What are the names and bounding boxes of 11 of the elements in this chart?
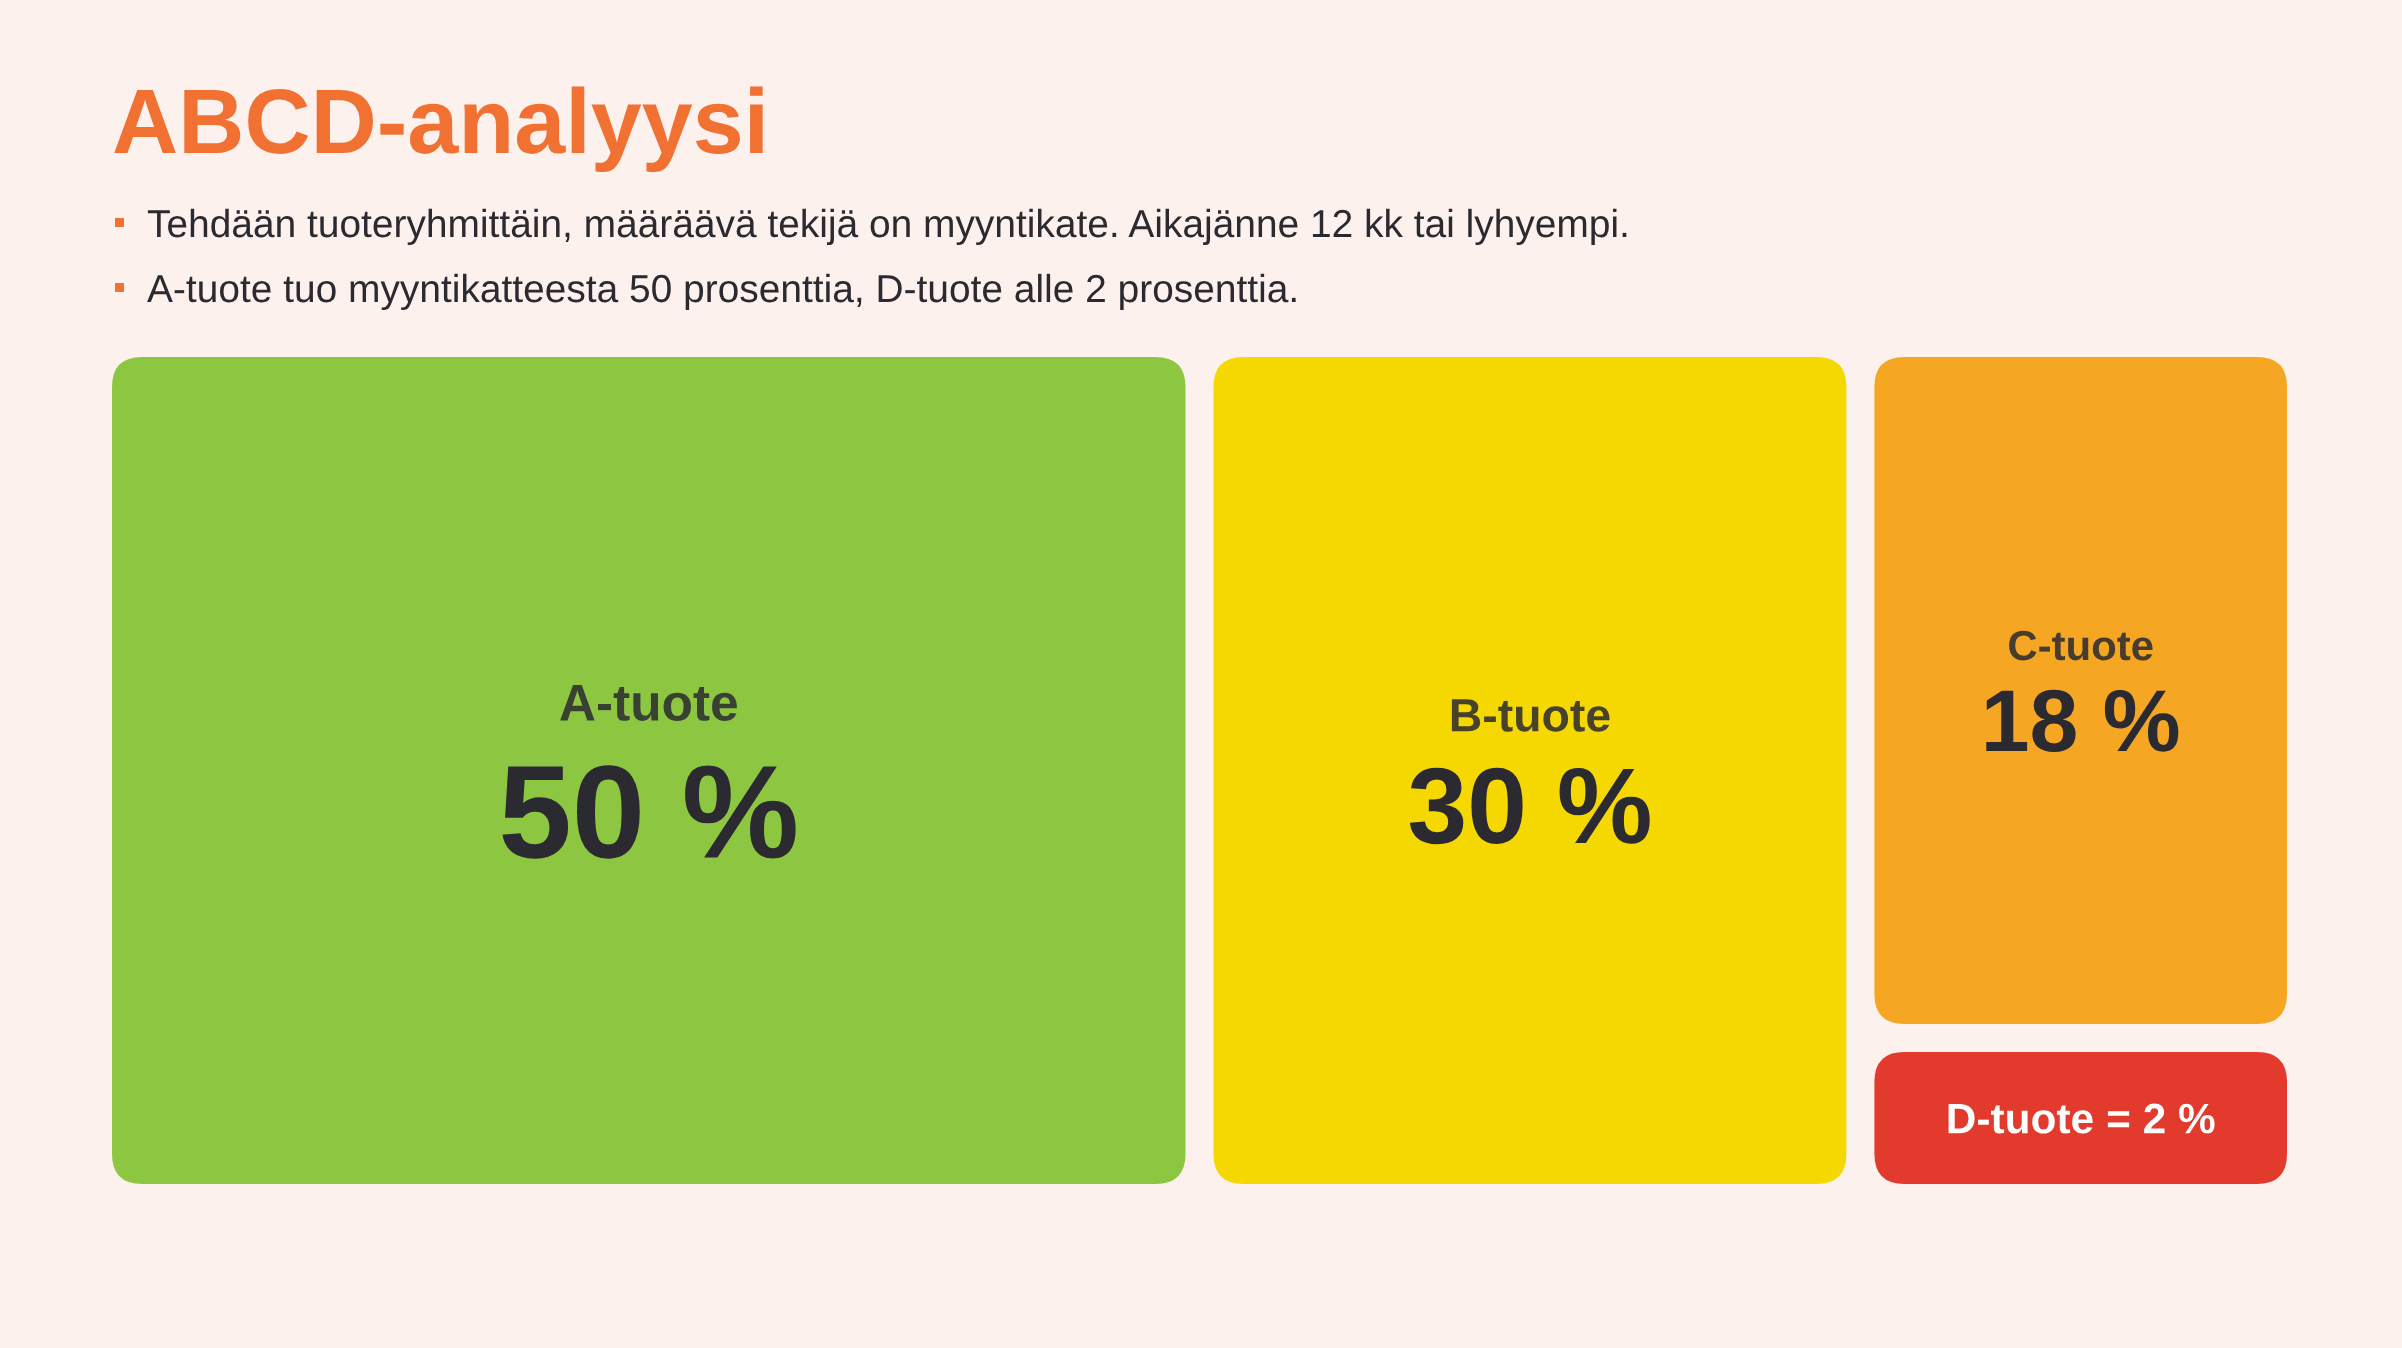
category-label: A-tuote bbox=[560, 685, 737, 721]
category-label: D-tuote bbox=[1948, 1104, 2093, 1134]
data-label: = 2 % bbox=[2107, 1103, 2215, 1134]
data-label: 18 % bbox=[1986, 689, 2179, 752]
text: ABCD-analyysi bbox=[114, 86, 763, 173]
text: A-tuote tuo myyntikatteesta 50 prosenttia, D-tuote alle 2 prosenttia. bbox=[147, 273, 1296, 311]
text: Tehdään tuoteryhmittäin, määräävä tekijä on myyntikate. Aikajänne 12 kk tai lyhyempi. bbox=[147, 208, 1627, 246]
data-label: 50 % bbox=[502, 765, 796, 859]
data-label: 30 % bbox=[1409, 767, 1650, 845]
category-label: C-tuote bbox=[2009, 630, 2153, 661]
category-label: B-tuote bbox=[1451, 699, 1610, 732]
